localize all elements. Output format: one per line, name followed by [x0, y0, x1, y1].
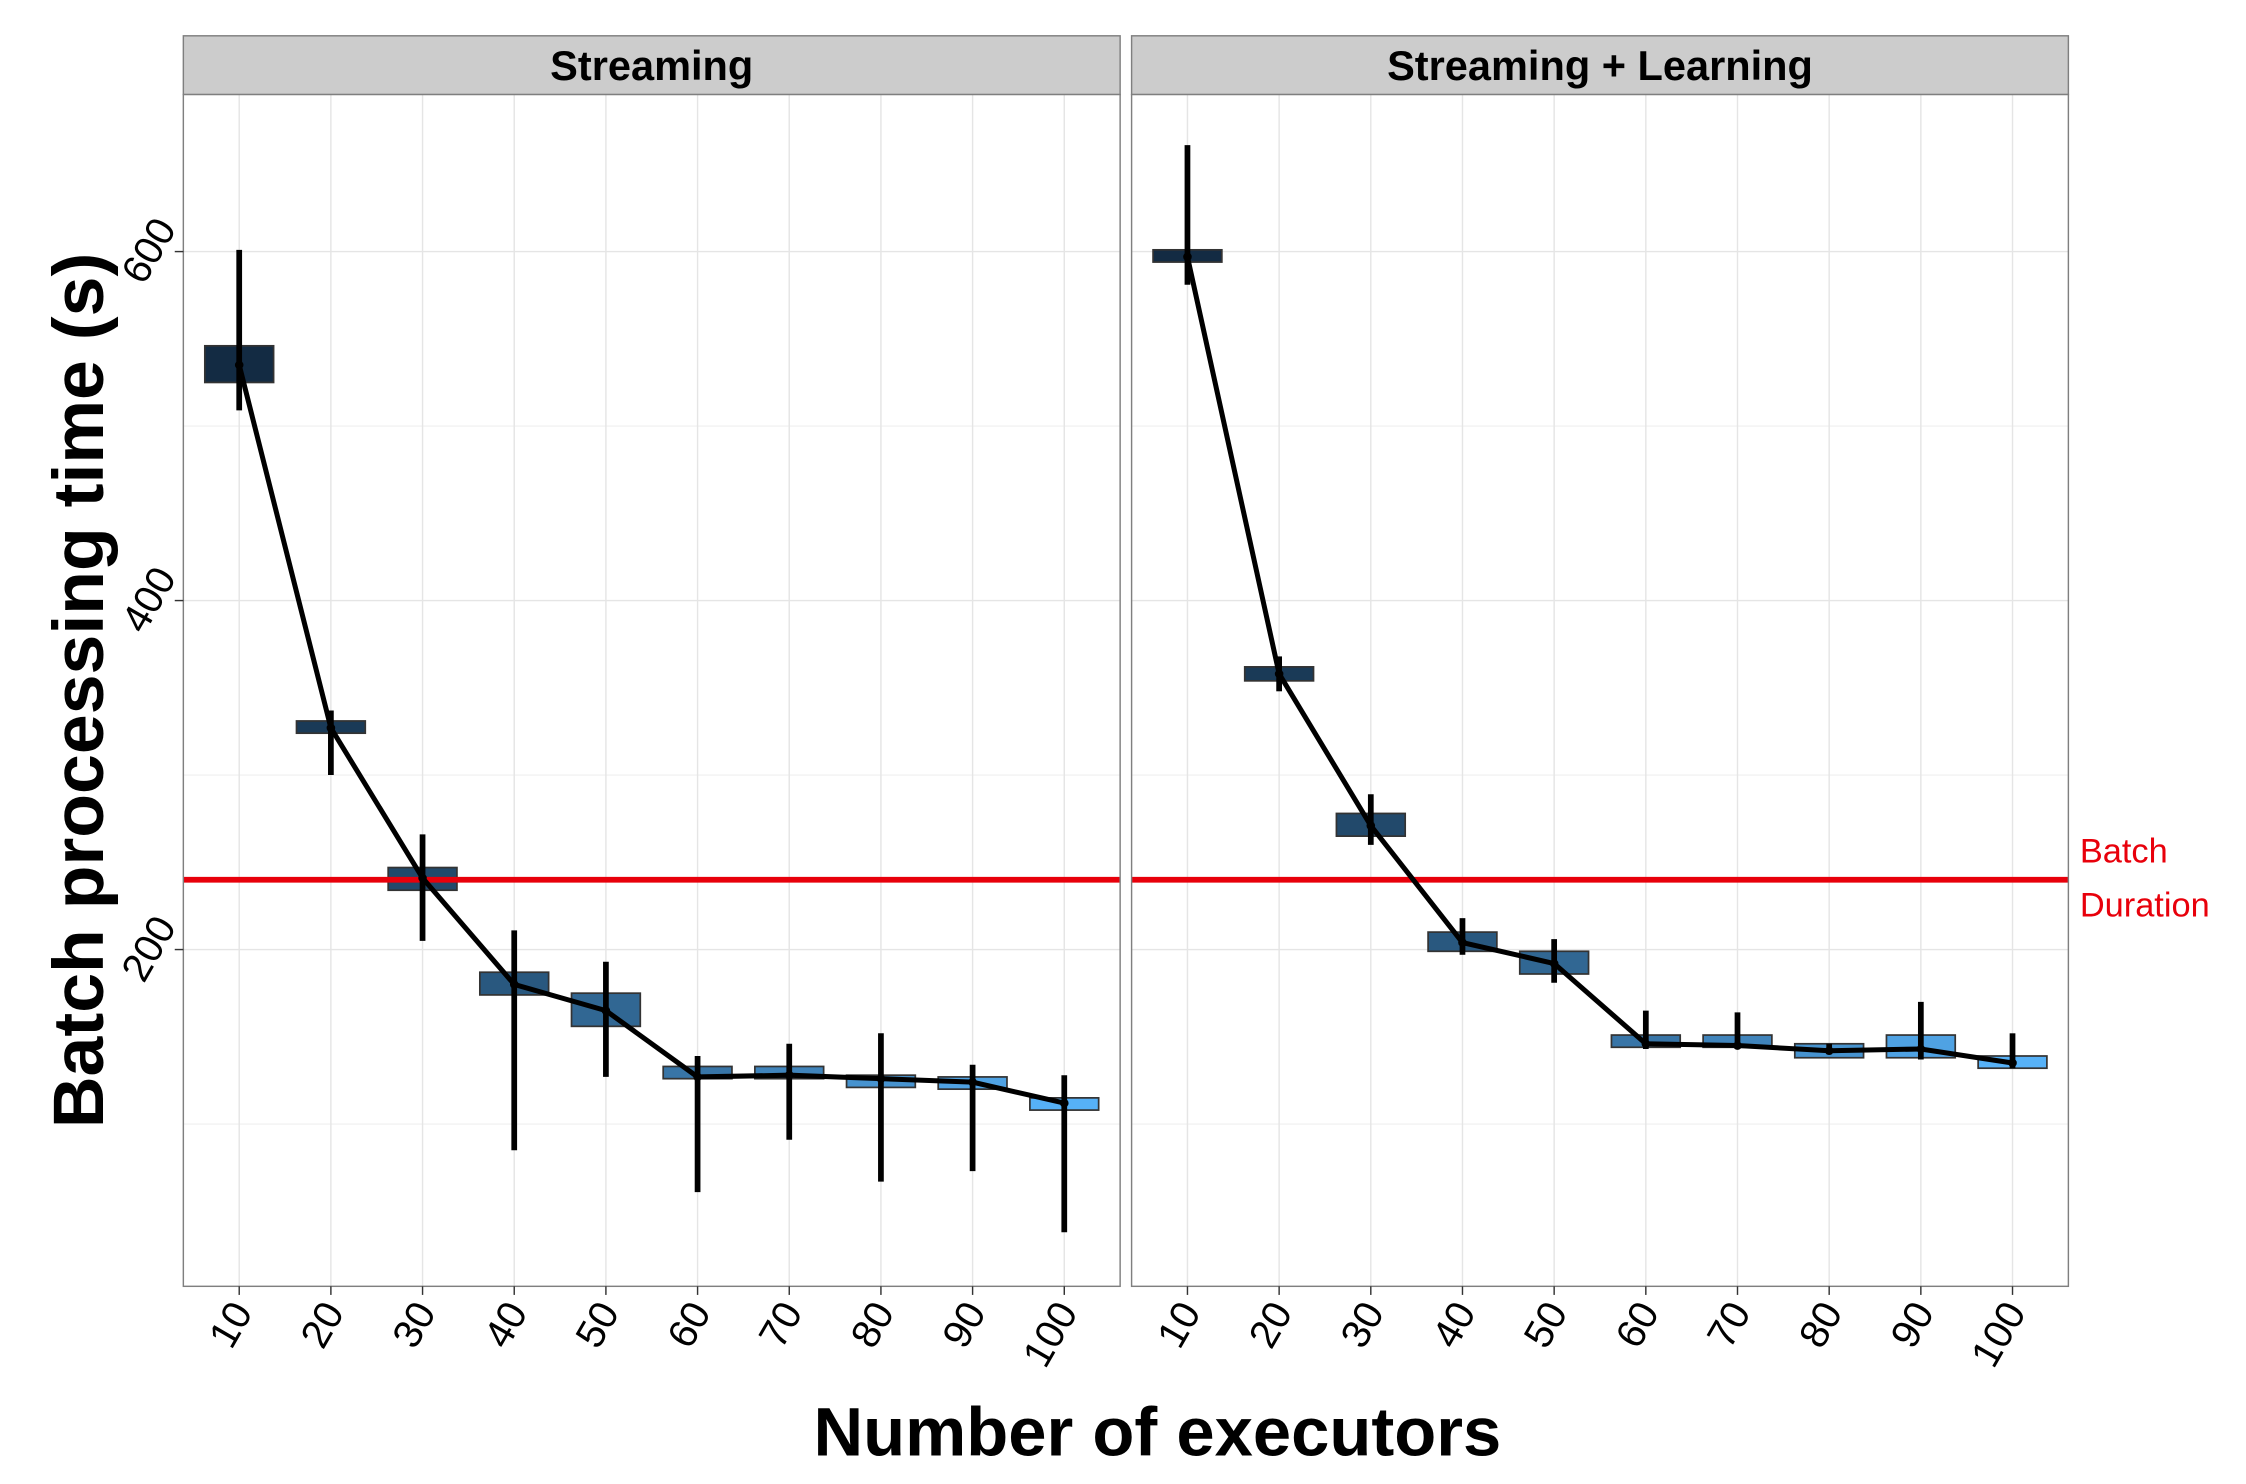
mean-point [1366, 821, 1376, 830]
mean-point [1183, 252, 1192, 262]
mean-point [1274, 669, 1284, 679]
x-axis-title: Number of executors [814, 1393, 1502, 1470]
mean-point [1549, 959, 1559, 968]
x-tick-label: 30 [1333, 1295, 1393, 1356]
mean-point [326, 723, 336, 733]
panel-border [182, 93, 1121, 1288]
mean-point [1733, 1041, 1742, 1050]
panel-border [1130, 93, 2070, 1288]
panel-background [1131, 94, 2069, 1287]
mean-line [1185, 256, 2013, 1066]
mean-point [968, 1077, 977, 1087]
mean-point [509, 980, 519, 989]
reference-line-label-1: Batch [2080, 832, 2168, 870]
panel-strip [182, 35, 1121, 96]
x-tick-label: 10 [1149, 1295, 1209, 1356]
x-tick-label: 90 [934, 1295, 994, 1356]
x-tick-label: 80 [843, 1295, 903, 1356]
y-tick-label: 600 [113, 211, 185, 291]
x-tick-label: 40 [476, 1295, 536, 1356]
y-tick-label: 200 [113, 909, 185, 989]
mean-point [1641, 1039, 1651, 1049]
x-tick-label: 30 [384, 1295, 444, 1356]
mean-point [693, 1072, 702, 1082]
mean-point [876, 1074, 886, 1083]
reference-line-label-2: Duration [2080, 887, 2210, 925]
mean-point [784, 1070, 794, 1080]
x-tick-label: 50 [568, 1295, 628, 1356]
mean-point [601, 1006, 611, 1015]
x-tick-label: 60 [659, 1295, 719, 1356]
y-axis-title: Batch processing time (s) [39, 253, 119, 1128]
x-tick-label: 20 [293, 1295, 353, 1356]
mean-point [234, 360, 244, 370]
mean-point [1458, 938, 1467, 947]
x-tick-label: 10 [201, 1295, 261, 1356]
x-tick-label: 70 [751, 1295, 811, 1356]
x-tick-label: 100 [1963, 1295, 2035, 1375]
mean-point [418, 873, 427, 883]
x-tick-label: 20 [1241, 1295, 1301, 1356]
x-tick-label: 80 [1791, 1295, 1851, 1356]
mean-point [1824, 1046, 1834, 1056]
mean-point [1916, 1044, 1926, 1054]
panel-title: Streaming + Learning [1387, 42, 1813, 89]
x-tick-label: 70 [1699, 1295, 1759, 1356]
panel-title: Streaming [550, 42, 753, 89]
mean-line [236, 364, 1065, 1106]
x-tick-label: 50 [1516, 1295, 1576, 1356]
mean-point [2008, 1058, 2017, 1068]
mean-point [1059, 1098, 1069, 1108]
x-tick-label: 40 [1424, 1295, 1484, 1356]
x-tick-label: 100 [1015, 1295, 1087, 1375]
y-tick-label: 400 [113, 560, 185, 640]
x-tick-label: 90 [1883, 1295, 1943, 1356]
x-tick-label: 60 [1608, 1295, 1668, 1356]
